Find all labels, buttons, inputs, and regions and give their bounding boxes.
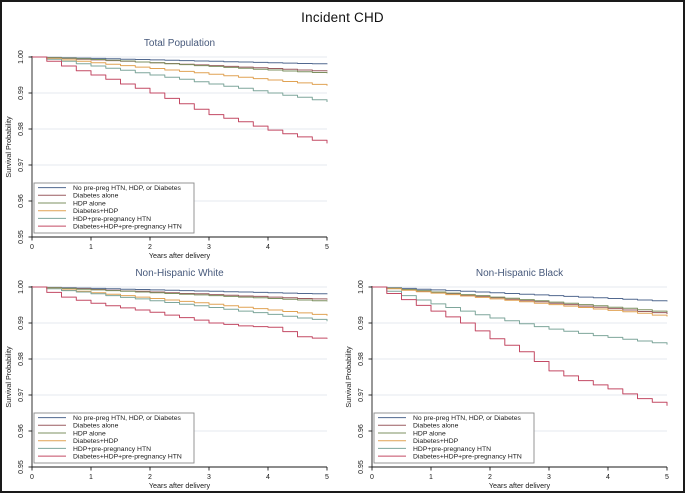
y-axis-label: Survival Probability (344, 346, 353, 408)
series-no-pre-preg-htn-hdp-or-diabetes (372, 286, 668, 302)
panel-total-population: 0.95 0.96 0.97 0.98 0.99 1.00 0 1 2 3 4 5 Years afte… (2, 34, 347, 262)
figure-title: Incident CHD (301, 10, 384, 25)
legend-label-no-pre-preg-htn-hdp-or-diabetes: No pre-preg HTN, HDP, or Diabetes (73, 415, 182, 422)
x-tick-label: 4 (266, 244, 270, 251)
x-tick-label: 3 (207, 474, 211, 481)
x-tick-label: 5 (325, 244, 329, 251)
legend-box (373, 412, 535, 464)
legend-label-hdp-alone: HDP alone (73, 200, 106, 207)
y-axis-label: Survival Probability (4, 346, 13, 408)
x-axis-label: Years after delivery (149, 481, 211, 490)
x-tick-label: 3 (207, 244, 211, 251)
series-hdp-alone (32, 56, 328, 74)
series-hdp-alone (32, 286, 328, 302)
y-tick-label: 0.98 (358, 352, 365, 366)
series-hdp-alone (372, 286, 668, 313)
series-diabetes-hdp-pre-pregnancy-htn (32, 286, 328, 339)
x-tick-label: 0 (30, 474, 34, 481)
y-tick-label: 1.00 (18, 280, 25, 294)
series-diabetes-hdp-pre-pregnancy-htn (372, 286, 668, 406)
x-tick-label: 1 (89, 474, 93, 481)
x-tick-label: 1 (429, 474, 433, 481)
y-tick-label: 0.96 (358, 424, 365, 438)
y-tick-label: 0.98 (18, 352, 25, 366)
legend-box (33, 182, 195, 234)
y-tick-label: 0.97 (18, 158, 25, 172)
legend-label-diabetes-hdp-pre-pregnancy-htn: Diabetes+HDP+pre-pregnancy HTN (73, 224, 182, 231)
y-tick-label: 0.96 (18, 424, 25, 438)
legend-box (33, 412, 195, 464)
x-tick-label: 5 (665, 474, 669, 481)
x-tick-label: 1 (89, 244, 93, 251)
legend-label-no-pre-preg-htn-hdp-or-diabetes: No pre-preg HTN, HDP, or Diabetes (73, 185, 182, 192)
y-tick-label: 0.97 (358, 388, 365, 402)
legend-label-diabetes-hdp-pre-pregnancy-htn: Diabetes+HDP+pre-pregnancy HTN (413, 454, 522, 461)
legend-label-diabetes-alone: Diabetes alone (73, 193, 119, 200)
series-no-pre-preg-htn-hdp-or-diabetes (32, 286, 328, 295)
y-tick-label: 0.99 (358, 316, 365, 330)
y-tick-label: 0.95 (358, 460, 365, 474)
series-diabetes-hdp-pre-pregnancy-htn (32, 56, 328, 144)
y-tick-label: 0.96 (18, 194, 25, 208)
series-hdp-pre-pregnancy-htn (32, 286, 328, 322)
legend-label-diabetes-hdp-pre-pregnancy-htn: Diabetes+HDP+pre-pregnancy HTN (73, 454, 182, 461)
y-tick-label: 1.00 (358, 280, 365, 294)
x-axis-label: Years after delivery (489, 481, 551, 490)
series-hdp-pre-pregnancy-htn (32, 56, 328, 102)
y-tick-label: 0.95 (18, 460, 25, 474)
x-tick-label: 0 (30, 244, 34, 251)
x-tick-label: 2 (148, 474, 152, 481)
x-tick-label: 2 (148, 244, 152, 251)
x-tick-label: 5 (325, 474, 329, 481)
panel-non-hispanic-white: 0.95 0.96 0.97 0.98 0.99 1.00 0 1 2 3 4 5 Years afte… (2, 264, 347, 491)
survival-chart-total-population: 0.95 0.96 0.97 0.98 0.99 1.00 0 1 2 3 4 5 Years afte… (4, 50, 329, 260)
survival-chart-non-hispanic-white: 0.95 0.96 0.97 0.98 0.99 1.00 0 1 2 3 4 5 Years afte… (4, 280, 329, 490)
y-tick-label: 0.99 (18, 316, 25, 330)
x-tick-label: 3 (547, 474, 551, 481)
series-diabetes-hdp (372, 286, 668, 317)
series-diabetes-hdp (32, 286, 328, 316)
legend-label-diabetes-hdp: Diabetes+HDP (73, 438, 119, 445)
legend-label-hdp-pre-pregnancy-htn: HDP+pre-pregnancy HTN (73, 216, 151, 223)
legend-label-hdp-alone: HDP alone (413, 430, 446, 437)
y-tick-label: 0.99 (18, 86, 25, 100)
y-tick-label: 0.97 (18, 388, 25, 402)
x-axis-label: Years after delivery (149, 251, 211, 260)
y-tick-label: 0.95 (18, 230, 25, 244)
legend-label-hdp-alone: HDP alone (73, 430, 106, 437)
legend-label-diabetes-alone: Diabetes alone (73, 423, 119, 430)
x-tick-label: 0 (370, 474, 374, 481)
y-tick-label: 0.98 (18, 122, 25, 136)
y-axis-label: Survival Probability (4, 116, 13, 178)
legend-label-hdp-pre-pregnancy-htn: HDP+pre-pregnancy HTN (73, 446, 151, 453)
x-tick-label: 2 (488, 474, 492, 481)
legend-label-diabetes-hdp: Diabetes+HDP (73, 208, 119, 215)
x-tick-label: 4 (266, 474, 270, 481)
y-tick-label: 1.00 (18, 50, 25, 64)
legend-label-diabetes-hdp: Diabetes+HDP (413, 438, 459, 445)
series-hdp-pre-pregnancy-htn (372, 286, 668, 345)
survival-chart-non-hispanic-black: 0.95 0.96 0.97 0.98 0.99 1.00 0 1 2 3 4 5 Years afte… (344, 280, 669, 490)
legend-label-hdp-pre-pregnancy-htn: HDP+pre-pregnancy HTN (413, 446, 491, 453)
series-no-pre-preg-htn-hdp-or-diabetes (32, 56, 328, 65)
series-diabetes-hdp (32, 56, 328, 86)
legend-label-diabetes-alone: Diabetes alone (413, 423, 459, 430)
panel-non-hispanic-black: 0.95 0.96 0.97 0.98 0.99 1.00 0 1 2 3 4 5 Years afte… (342, 264, 683, 491)
legend-label-no-pre-preg-htn-hdp-or-diabetes: No pre-preg HTN, HDP, or Diabetes (413, 415, 522, 422)
x-tick-label: 4 (606, 474, 610, 481)
panel-title-total-population: Total Population (143, 38, 216, 49)
panel-title-non-hispanic-white: Non-Hispanic White (135, 268, 224, 279)
panel-title-non-hispanic-black: Non-Hispanic Black (475, 268, 564, 279)
